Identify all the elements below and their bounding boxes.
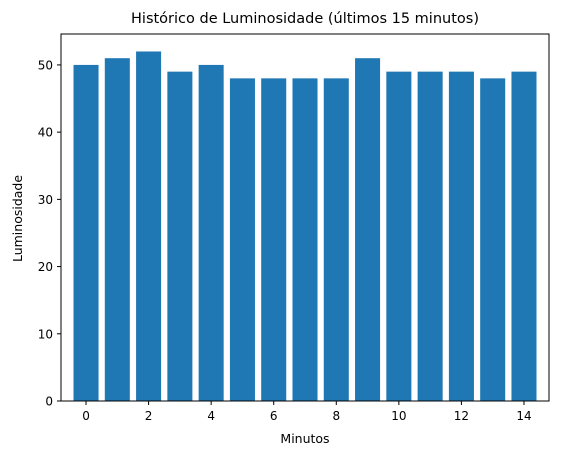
bar-minute-10 [386, 71, 412, 402]
bar-minute-0 [73, 64, 99, 402]
bar-minute-4 [198, 64, 224, 402]
bar-minute-2 [136, 51, 162, 401]
bar-minute-1 [104, 58, 130, 401]
x-tick-label: 8 [332, 409, 340, 423]
bar-minute-11 [417, 71, 443, 402]
y-tick-label: 10 [38, 327, 53, 341]
y-tick-label: 40 [38, 126, 53, 140]
bar-minute-13 [480, 78, 506, 401]
x-ticks-group: 0 2 4 6 8 10 12 14 [82, 401, 532, 423]
chart-title: Histórico de Luminosidade (últimos 15 mi… [131, 11, 479, 27]
x-axis-label: Minutos [280, 431, 329, 446]
bar-minute-7 [292, 78, 318, 401]
x-tick-label: 4 [207, 409, 215, 423]
plot-frame [60, 33, 550, 402]
bars-group [73, 51, 537, 402]
y-tick-label: 30 [38, 193, 53, 207]
bar-minute-5 [229, 78, 255, 401]
x-tick-label: 2 [145, 409, 153, 423]
x-tick-label: 12 [454, 409, 469, 423]
x-tick-label: 10 [391, 409, 406, 423]
bar-minute-3 [167, 71, 193, 402]
y-axis-label: Luminosidade [10, 175, 25, 262]
bar-minute-8 [323, 78, 349, 401]
bar-minute-14 [511, 71, 537, 402]
y-tick-label: 50 [38, 58, 53, 72]
bar-minute-12 [448, 71, 474, 402]
x-tick-label: 6 [270, 409, 278, 423]
bar-minute-9 [355, 58, 381, 401]
y-tick-label: 20 [38, 260, 53, 274]
y-ticks-group: 0 10 20 30 40 50 [38, 58, 61, 409]
x-tick-label: 14 [516, 409, 531, 423]
x-tick-label: 0 [82, 409, 90, 423]
bar-minute-6 [261, 78, 287, 401]
y-tick-label: 0 [45, 395, 53, 409]
